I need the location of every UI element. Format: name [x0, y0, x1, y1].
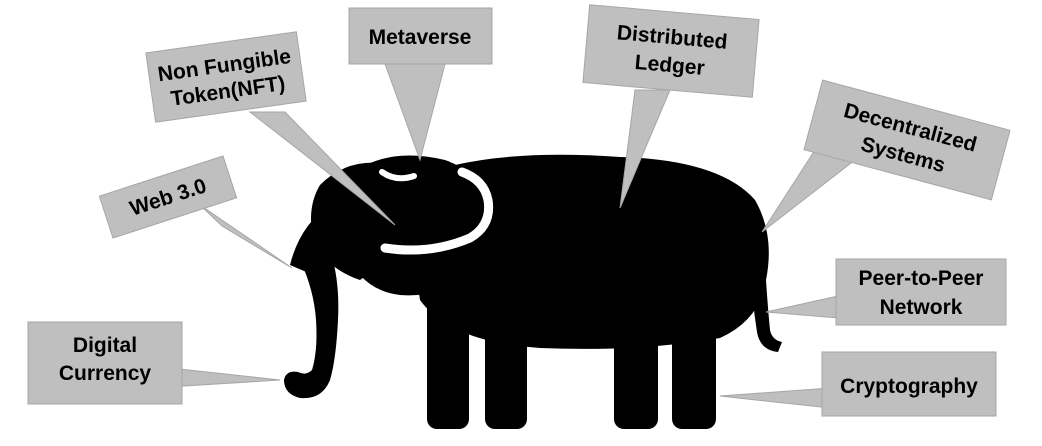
callout-label-line: Currency: [59, 362, 152, 385]
callout-metaverse: Metaverse: [348, 7, 493, 162]
callout-label-line: Peer-to-Peer: [859, 267, 984, 290]
callout-label-line: Network: [880, 296, 963, 319]
callout-decentralized-systems: Decentralized Systems: [761, 79, 1011, 233]
callout-label-line: Metaverse: [369, 26, 472, 49]
elephant-icon: [284, 154, 782, 429]
callout-cryptography: Cryptography: [719, 351, 997, 417]
callout-digital-currency: Digital Currency: [27, 321, 281, 405]
callout-p2p-network: Peer-to-Peer Network: [765, 258, 1007, 326]
callout-web3: Web 3.0: [98, 155, 293, 269]
callout-distributed-ledger: Distributed Ledger: [582, 4, 760, 209]
callout-label-line: Cryptography: [840, 375, 978, 398]
callout-nft: Non Fungible Token(NFT): [145, 31, 396, 226]
callout-label-line: Digital: [73, 334, 137, 357]
